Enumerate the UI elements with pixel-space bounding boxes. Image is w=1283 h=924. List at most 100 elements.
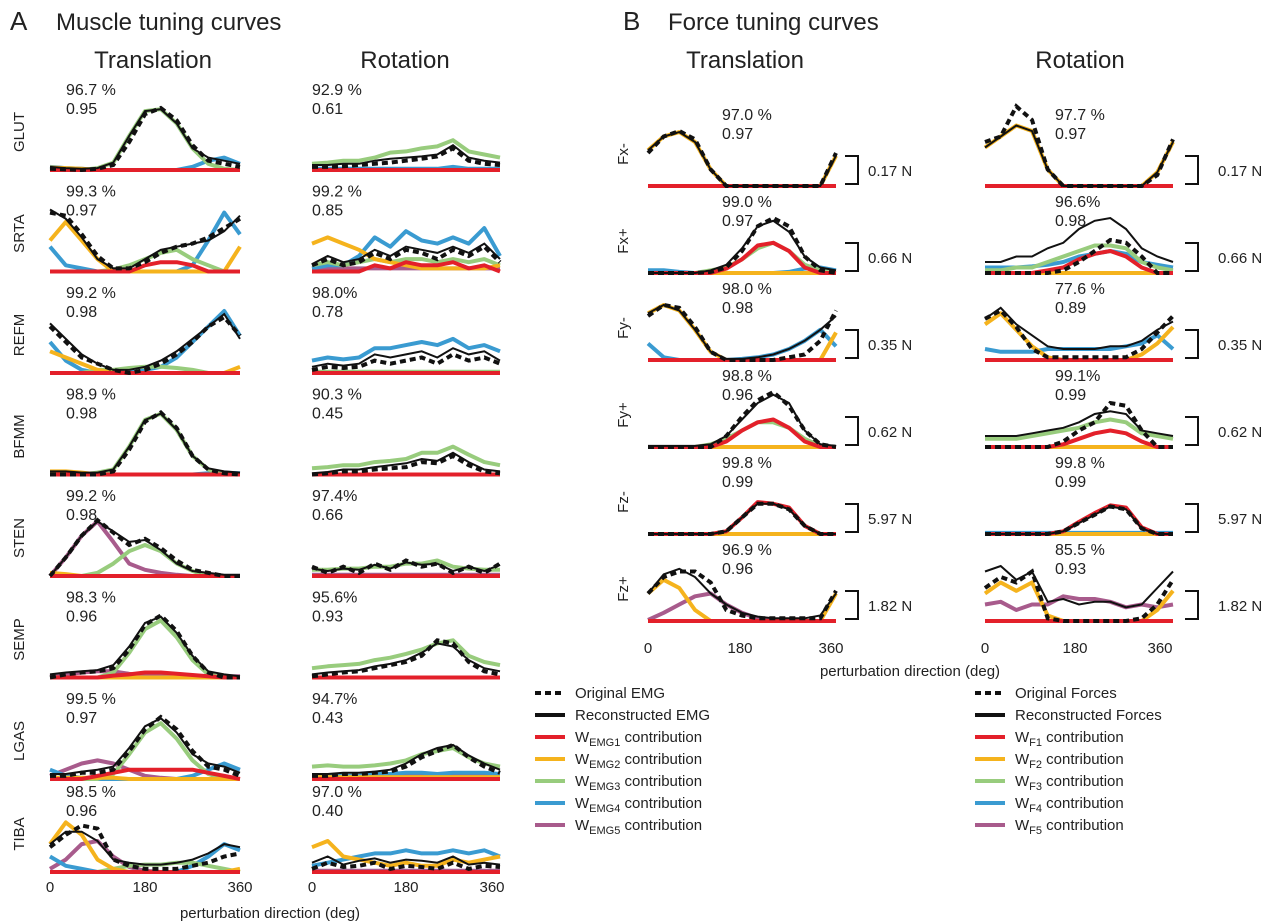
row-label-fyminus: Fy- bbox=[615, 317, 632, 339]
force-fyminus-translation-pct: 98.0 % bbox=[722, 281, 772, 298]
panel-a-col-title-rotation: Rotation bbox=[360, 47, 449, 74]
muscle-srta-translation: 99.3 % 0.97 bbox=[48, 184, 242, 274]
legend_b-label-0: Original Forces bbox=[1015, 685, 1117, 702]
scale-label-2-0: 0.35 N bbox=[868, 337, 912, 354]
legend_b-label-1: Reconstructed Forces bbox=[1015, 707, 1162, 724]
force-fzplus-rotation: 85.5 % 0.93 bbox=[983, 542, 1175, 623]
force-fxplus-rotation-w3-line bbox=[985, 243, 1174, 273]
panel-a-xtick-rot-0: 0 bbox=[308, 879, 316, 896]
muscle-bfmm-rotation-pct: 90.3 % bbox=[312, 387, 362, 404]
muscle-srta-rotation-pct: 99.2 % bbox=[312, 184, 362, 201]
force-fyplus-rotation-reconstructed-line bbox=[985, 410, 1174, 437]
legend_a-label-0: Original EMG bbox=[575, 685, 665, 702]
muscle-semp-translation-r: 0.96 bbox=[66, 609, 97, 626]
panel-b-col-title-rotation: Rotation bbox=[1035, 47, 1124, 74]
muscle-srta-rotation-reconstructed-line bbox=[311, 242, 501, 265]
force-fxminus-translation-pct: 97.0 % bbox=[722, 107, 772, 124]
muscle-bfmm-translation-r: 0.98 bbox=[66, 406, 97, 423]
force-fyminus-translation: 98.0 % 0.98 bbox=[646, 281, 838, 362]
muscle-semp-translation-reconstructed-line bbox=[49, 615, 241, 678]
scale-bar-0-0 bbox=[845, 155, 859, 185]
legend_a-label-6: WEMG5 contribution bbox=[575, 817, 702, 837]
force-fzminus-translation-pct: 99.8 % bbox=[722, 455, 772, 472]
force-fyplus-rotation-original-line bbox=[985, 400, 1173, 449]
muscle-bfmm-translation: 98.9 % 0.98 bbox=[50, 387, 241, 477]
muscle-semp-translation-pct: 98.3 % bbox=[66, 590, 116, 607]
force-fyminus-rotation-pct: 77.6 % bbox=[1055, 281, 1105, 298]
scale-label-5-1: 1.82 N bbox=[1218, 598, 1262, 615]
force-fxplus-translation-r: 0.97 bbox=[722, 213, 753, 230]
muscle-glut-rotation-w3-line bbox=[311, 138, 501, 166]
muscle-sten-rotation-pct: 97.4% bbox=[312, 488, 357, 505]
muscle-refm-translation-original-line bbox=[48, 314, 242, 376]
muscle-lgas-translation: 99.5 % 0.97 bbox=[49, 691, 241, 781]
legend-forces: Original Forces Reconstructed Forces WF1 c… bbox=[975, 685, 1162, 837]
row-label-fxminus: Fx- bbox=[615, 143, 632, 165]
muscle-lgas-translation-original-line bbox=[50, 714, 241, 778]
scale-bar-3-0 bbox=[845, 416, 859, 446]
muscle-glut-rotation-r: 0.61 bbox=[312, 101, 343, 118]
panel-b-col-title-translation: Translation bbox=[686, 47, 804, 74]
panel-b-xtick-rot-1: 180 bbox=[1062, 640, 1087, 657]
row-label-srta: SRTA bbox=[11, 214, 28, 253]
force-fxplus-rotation-r: 0.98 bbox=[1055, 213, 1086, 230]
muscle-tiba-rotation-w2-line bbox=[311, 839, 501, 868]
force-fzminus-rotation: 99.8 % 0.99 bbox=[985, 455, 1173, 536]
muscle-refm-rotation: 98.0% 0.78 bbox=[311, 285, 501, 375]
force-fxplus-translation-original-line bbox=[648, 215, 837, 275]
legend_b-label-2: WF1 contribution bbox=[1015, 729, 1124, 749]
muscle-sten-translation-pct: 99.2 % bbox=[66, 488, 116, 505]
panel-b-xtick-trans-2: 360 bbox=[818, 640, 843, 657]
row-label-tiba: TIBA bbox=[11, 817, 28, 850]
force-fyminus-rotation: 77.6 % 0.89 bbox=[983, 281, 1175, 362]
muscle-bfmm-translation-pct: 98.9 % bbox=[66, 387, 116, 404]
force-fzplus-translation-r: 0.96 bbox=[722, 561, 753, 578]
force-fyminus-rotation-reconstructed-line bbox=[984, 306, 1174, 350]
row-label-lgas: LGAS bbox=[11, 721, 28, 761]
scale-bar-2-0 bbox=[845, 329, 859, 359]
muscle-lgas-translation-r: 0.97 bbox=[66, 710, 97, 727]
muscle-bfmm-rotation-r: 0.45 bbox=[312, 406, 343, 423]
row-label-fzplus: Fz+ bbox=[615, 576, 632, 602]
scale-bar-1-0 bbox=[845, 242, 859, 272]
muscle-tiba-translation-original-line bbox=[48, 823, 241, 871]
force-fyplus-rotation-w3-line bbox=[985, 417, 1174, 441]
row-label-semp: SEMP bbox=[11, 618, 28, 661]
muscle-bfmm-rotation-w3-line bbox=[311, 444, 501, 471]
muscle-glut-rotation-original-line bbox=[312, 145, 501, 169]
force-fzminus-rotation-r: 0.99 bbox=[1055, 474, 1086, 491]
force-fzminus-translation-original-line bbox=[648, 501, 836, 536]
force-fyplus-rotation-r: 0.99 bbox=[1055, 387, 1086, 404]
legend_a-label-2: WEMG1 contribution bbox=[575, 729, 702, 749]
muscle-glut-translation: 96.7 % 0.95 bbox=[49, 82, 241, 173]
legend_b-label-3: WF2 contribution bbox=[1015, 751, 1124, 771]
scale-label-4-1: 5.97 N bbox=[1218, 511, 1262, 528]
scale-bar-5-0 bbox=[845, 590, 859, 620]
muscle-tiba-rotation-w4-line bbox=[311, 848, 501, 868]
force-fyplus-rotation: 99.1% 0.99 bbox=[985, 368, 1174, 449]
force-fyplus-translation-original-line bbox=[648, 389, 837, 449]
muscle-srta-rotation-original-line bbox=[311, 244, 502, 268]
muscle-sten-translation-original-line bbox=[48, 517, 240, 578]
panel-b-xtick-trans-1: 180 bbox=[727, 640, 752, 657]
panel-b-title: Force tuning curves bbox=[668, 9, 879, 36]
scale-bar-4-1 bbox=[1185, 503, 1199, 533]
muscle-srta-translation-w1-line bbox=[50, 260, 240, 274]
legend-emg: Original EMG Reconstructed EMG WEMG1 contr… bbox=[535, 685, 710, 837]
row-label-bfmm: BFMM bbox=[11, 414, 28, 458]
muscle-refm-rotation-w4-line bbox=[311, 336, 501, 363]
muscle-tiba-rotation-original-line bbox=[311, 860, 501, 871]
panel-a-xlabel: perturbation direction (deg) bbox=[180, 905, 360, 922]
scale-label-3-0: 0.62 N bbox=[868, 424, 912, 441]
force-fyminus-translation-r: 0.98 bbox=[722, 300, 753, 317]
muscle-lgas-rotation-original-line bbox=[312, 742, 501, 778]
scale-label-3-1: 0.62 N bbox=[1218, 424, 1262, 441]
muscle-semp-translation-original-line bbox=[49, 613, 240, 680]
force-fxplus-translation-pct: 99.0 % bbox=[722, 194, 772, 211]
panel-a-xtick-rot-2: 360 bbox=[479, 879, 504, 896]
force-fyplus-translation: 98.8 % 0.96 bbox=[648, 368, 837, 449]
muscle-glut-translation-original-line bbox=[49, 105, 241, 173]
muscle-sten-rotation-r: 0.66 bbox=[312, 507, 343, 524]
muscle-bfmm-translation-original-line bbox=[50, 410, 241, 477]
row-label-glut: GLUT bbox=[11, 112, 28, 152]
